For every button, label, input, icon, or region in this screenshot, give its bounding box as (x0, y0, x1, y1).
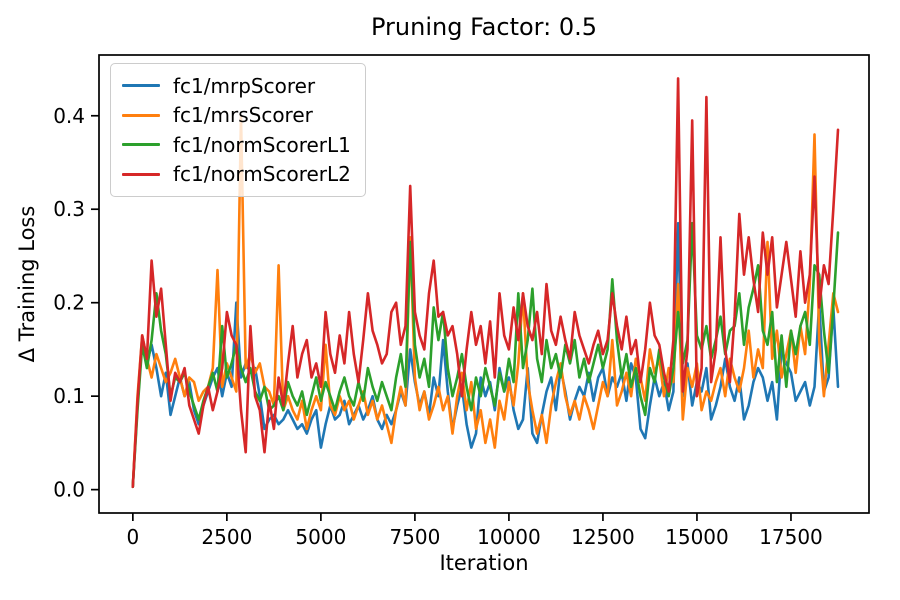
axes-frame (98, 54, 870, 514)
chart-title: Pruning Factor: 0.5 (370, 13, 598, 41)
legend-item: fc1/mrsScorer (122, 101, 351, 131)
y-axis-label: Δ Training Loss (15, 205, 39, 363)
legend-label: fc1/mrpScorer (173, 73, 316, 98)
legend-item: fc1/normScorerL2 (122, 160, 351, 190)
legend-line-swatch (122, 84, 160, 88)
x-tick-label: 17500 (759, 525, 823, 549)
x-tick-label: 15000 (665, 525, 729, 549)
legend-line-swatch (122, 172, 160, 176)
legend-label: fc1/normScorerL2 (173, 162, 351, 187)
series-line-fc1-normscorerl2 (131, 77, 840, 489)
legend-item: fc1/normScorerL1 (122, 130, 351, 160)
x-tick-label: 5000 (295, 525, 346, 549)
x-tick-label: 0 (126, 525, 139, 549)
y-tick-label: 0.0 (53, 478, 85, 502)
y-tick-label: 0.2 (53, 291, 85, 315)
legend-item: fc1/mrpScorer (122, 71, 351, 101)
y-tick-label: 0.4 (53, 104, 85, 128)
legend-line-swatch (122, 113, 160, 117)
legend-label: fc1/mrsScorer (173, 103, 313, 128)
y-tick-label: 0.1 (53, 384, 85, 408)
y-tick-label: 0.3 (53, 197, 85, 221)
series-line-fc1-normscorerl1 (131, 221, 840, 489)
x-tick-label: 12500 (571, 525, 635, 549)
legend: fc1/mrpScorer fc1/mrsScorer fc1/normScorer… (110, 63, 366, 197)
x-tick-label: 7500 (389, 525, 440, 549)
x-axis-label: Iteration (439, 551, 529, 575)
x-tick-label: 10000 (477, 525, 541, 549)
legend-label: fc1/normScorerL1 (173, 132, 351, 157)
x-tick-label: 2500 (201, 525, 252, 549)
legend-line-swatch (122, 143, 160, 147)
